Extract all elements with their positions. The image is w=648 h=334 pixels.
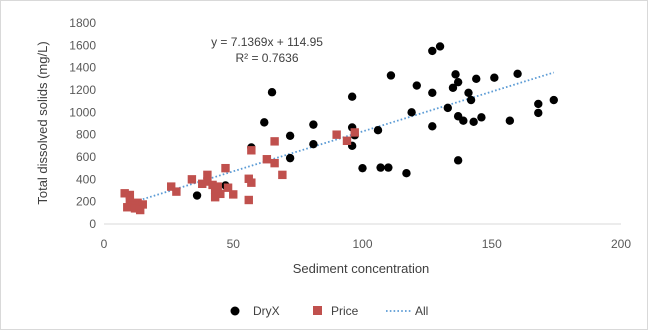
legend-label-price: Price (331, 304, 359, 318)
point-dryx (451, 70, 460, 79)
trendline-r-squared: R² = 0.7636 (235, 51, 298, 65)
point-dryx (309, 139, 318, 149)
point-dryx (347, 92, 357, 101)
point-dryx (373, 126, 383, 135)
x-tick-label: 200 (611, 237, 631, 251)
x-tick-labels: 0 50 100 150 200 (101, 237, 632, 251)
point-price (120, 189, 129, 198)
point-dryx (428, 88, 437, 97)
point-price (203, 170, 212, 180)
point-dryx (549, 95, 558, 105)
y-tick-label: 1000 (69, 105, 96, 119)
point-price (172, 187, 181, 196)
trendline-equation: y = 7.1369x + 114.95 (211, 35, 323, 49)
point-dryx (407, 108, 416, 117)
point-price (216, 189, 225, 199)
point-price (208, 180, 217, 190)
point-price (203, 177, 212, 186)
x-tick-label: 0 (101, 237, 108, 251)
point-price (123, 203, 132, 212)
point-dryx (469, 117, 478, 127)
point-dryx (428, 122, 437, 131)
point-price (198, 179, 207, 188)
legend: DryX Price All (230, 304, 428, 318)
y-tick-label: 200 (76, 195, 96, 209)
point-dryx (477, 113, 486, 122)
y-tick-label: 1400 (69, 61, 96, 75)
point-dryx (376, 163, 385, 172)
point-dryx (466, 95, 476, 105)
point-dryx (472, 74, 481, 84)
x-tick-label: 50 (227, 237, 241, 251)
x-axis-title: Sediment concentration (293, 261, 430, 276)
point-dryx (505, 116, 515, 125)
point-price (270, 137, 279, 146)
legend-label-all: All (415, 304, 428, 318)
legend-marker-dryx (230, 306, 240, 316)
point-dryx (309, 120, 318, 129)
y-tick-label: 800 (76, 128, 96, 142)
point-dryx (428, 46, 437, 56)
point-price (167, 182, 176, 191)
scatter-chart: 0 200 400 600 800 1000 1200 1400 1600 1800 0 50 100… (35, 16, 632, 318)
point-price (332, 130, 341, 139)
x-tick-label: 100 (352, 237, 372, 251)
point-dryx (534, 108, 543, 118)
point-price (135, 205, 145, 215)
point-dryx (443, 103, 453, 113)
point-dryx (358, 163, 367, 173)
point-dryx (285, 153, 295, 163)
y-tick-labels: 0 200 400 600 800 1000 1200 1400 1600 1800 (69, 16, 96, 231)
point-price (278, 170, 287, 180)
y-tick-label: 0 (89, 217, 96, 231)
y-axis-title: Total dissolved solids (mg/L) (35, 41, 50, 204)
point-price (270, 158, 279, 168)
point-dryx (490, 73, 499, 82)
point-dryx (260, 118, 269, 127)
point-dryx (192, 191, 202, 200)
y-tick-label: 1600 (69, 38, 96, 52)
point-dryx (464, 88, 473, 97)
point-price (229, 190, 238, 199)
point-price (210, 185, 220, 195)
point-dryx (448, 83, 458, 92)
point-dryx (453, 156, 463, 165)
point-price (138, 200, 147, 209)
point-price (244, 195, 253, 205)
point-dryx (435, 42, 445, 51)
point-price (125, 190, 135, 200)
point-price (247, 146, 256, 155)
point-price (262, 155, 272, 164)
point-price (342, 136, 352, 146)
point-dryx (386, 71, 396, 80)
point-dryx (534, 99, 543, 109)
point-price (130, 204, 140, 213)
legend-marker-price (313, 306, 322, 315)
x-tick-label: 150 (482, 237, 502, 251)
point-price (210, 193, 220, 202)
point-dryx (459, 116, 468, 125)
point-dryx (267, 88, 277, 97)
point-dryx (384, 163, 393, 172)
y-tick-label: 1800 (69, 16, 96, 30)
points-layer (120, 42, 558, 215)
legend-label-dryx: DryX (253, 304, 280, 318)
point-price (221, 163, 230, 173)
point-dryx (402, 168, 411, 178)
y-tick-label: 400 (76, 172, 96, 186)
y-tick-label: 600 (76, 150, 96, 164)
point-price (247, 178, 256, 187)
point-price (187, 175, 197, 184)
point-price (133, 198, 142, 207)
point-dryx (285, 131, 295, 140)
point-price (350, 128, 359, 137)
point-price (223, 183, 233, 192)
y-tick-label: 1200 (69, 83, 96, 97)
point-price (125, 196, 135, 206)
trendline-annotation: y = 7.1369x + 114.95 R² = 0.7636 (211, 35, 323, 65)
point-dryx (513, 69, 522, 79)
point-dryx (412, 81, 421, 90)
point-dryx (453, 77, 463, 87)
